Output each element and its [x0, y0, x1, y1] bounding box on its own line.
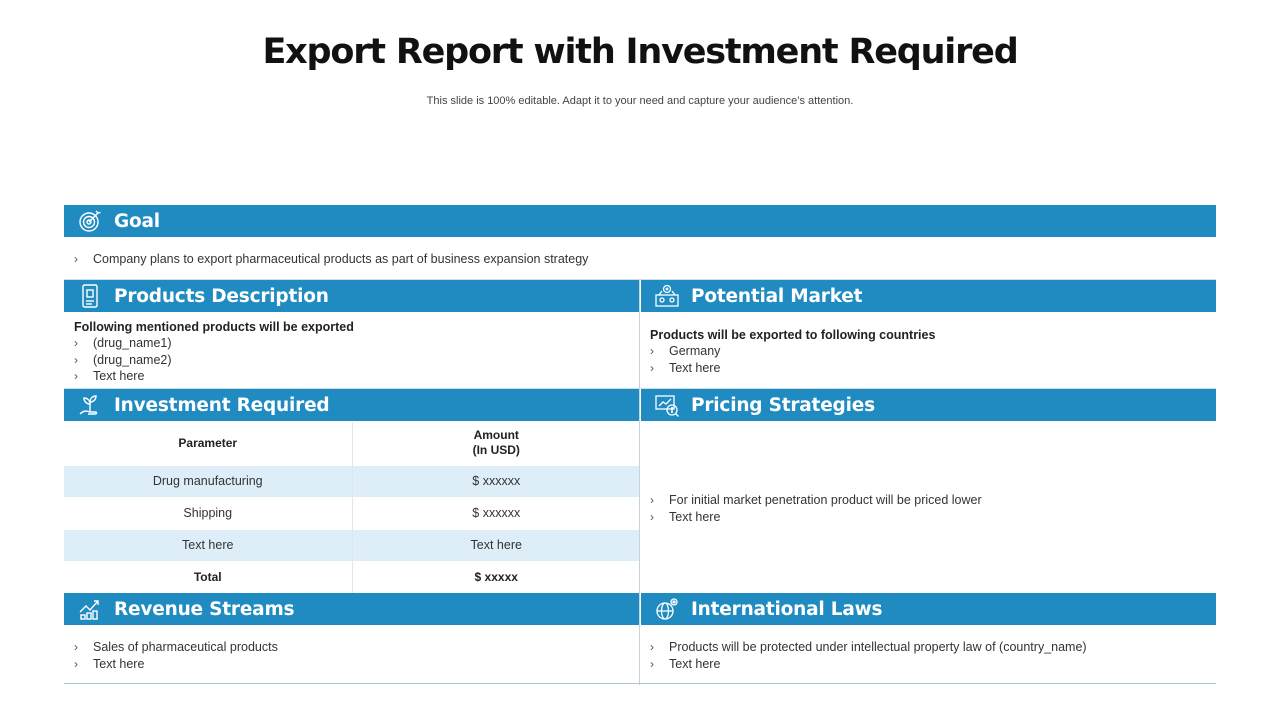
divider — [64, 388, 1216, 389]
market-icon — [647, 280, 687, 312]
investment-table: Parameter Amount (In USD) Drug manufactu… — [64, 422, 640, 593]
globe-gear-icon — [647, 593, 687, 625]
list-item: › (drug_name1) — [74, 336, 172, 350]
table-cell: $ xxxxx — [474, 570, 518, 584]
table-cell: Drug manufacturing — [64, 464, 353, 497]
pricing-heading: Pricing Strategies — [691, 394, 875, 416]
table-row: Shipping $ xxxxxx — [64, 496, 640, 529]
bottom-border — [64, 683, 1216, 684]
chevron-right-icon: › — [74, 252, 78, 266]
market-heading: Potential Market — [691, 285, 863, 307]
page-title: Export Report with Investment Required — [262, 32, 1018, 72]
plant-coin-icon — [70, 389, 110, 421]
pricing-header: Pricing Strategies — [641, 389, 1216, 421]
list-item: › Text here — [650, 656, 721, 671]
chevron-right-icon: › — [74, 640, 78, 654]
chevron-right-icon: › — [650, 509, 654, 524]
growth-chart-icon — [70, 593, 110, 625]
products-header: Products Description — [64, 280, 639, 312]
target-icon — [70, 205, 110, 237]
chevron-right-icon: › — [650, 360, 654, 375]
chevron-right-icon: › — [74, 369, 78, 383]
market-content: Products will be exported to following c… — [650, 327, 1200, 376]
chevron-right-icon: › — [74, 352, 78, 367]
table-cell: $ xxxxxx — [352, 496, 640, 529]
products-content: Following mentioned products will be exp… — [74, 319, 624, 385]
investment-header: Investment Required — [64, 389, 639, 421]
revenue-header: Revenue Streams — [64, 593, 639, 625]
chevron-right-icon: › — [650, 344, 654, 358]
list-item: › Sales of pharmaceutical products — [74, 640, 278, 654]
column-header-parameter: Parameter — [64, 422, 353, 465]
chevron-right-icon: › — [650, 493, 654, 507]
table-cell: Total — [64, 561, 353, 593]
table-row: Drug manufacturing $ xxxxxx — [64, 464, 640, 497]
table-cell: Shipping — [64, 496, 353, 529]
list-item: › Text here — [74, 656, 145, 671]
list-item: › Products will be protected under intell… — [650, 640, 1087, 654]
chevron-right-icon: › — [74, 656, 78, 671]
laws-content: › Products will be protected under intell… — [650, 639, 1210, 672]
list-item: › Germany — [650, 344, 721, 358]
table-row: Text here Text here — [64, 528, 640, 561]
investment-heading: Investment Required — [114, 394, 330, 416]
market-lead: Products will be exported to following c… — [650, 328, 936, 342]
laws-header: International Laws — [641, 593, 1216, 625]
revenue-content: › Sales of pharmaceutical products › Text … — [74, 639, 624, 672]
document-icon — [70, 280, 110, 312]
pricing-icon — [647, 389, 687, 421]
goal-heading: Goal — [114, 210, 160, 232]
table-cell: Text here — [352, 528, 640, 561]
list-item: › Text here — [650, 509, 721, 524]
column-divider — [639, 280, 640, 685]
revenue-heading: Revenue Streams — [114, 598, 295, 620]
goal-header: Goal — [64, 205, 1216, 237]
list-item: › (drug_name2) — [74, 352, 172, 367]
products-lead: Following mentioned products will be exp… — [74, 320, 354, 334]
divider — [64, 279, 1216, 280]
pricing-content: › For initial market penetration product … — [650, 492, 1200, 525]
table-header-row: Parameter Amount (In USD) — [64, 422, 640, 465]
list-item: › For initial market penetration product … — [650, 493, 982, 507]
table-cell: $ xxxxxx — [352, 464, 640, 497]
chevron-right-icon: › — [650, 640, 654, 654]
goal-content: › Company plans to export pharmaceutical … — [74, 251, 1204, 268]
table-cell: Text here — [64, 528, 353, 561]
page-subtitle: This slide is 100% editable. Adapt it to… — [426, 95, 854, 107]
products-heading: Products Description — [114, 285, 329, 307]
chevron-right-icon: › — [74, 336, 78, 350]
list-item: › Company plans to export pharmaceutical … — [74, 252, 589, 266]
list-item: › Text here — [74, 369, 145, 383]
table-total-row: Total $ xxxxx — [64, 561, 640, 593]
list-item: › Text here — [650, 360, 721, 375]
market-header: Potential Market — [641, 280, 1216, 312]
laws-heading: International Laws — [691, 598, 883, 620]
report-panel: Goal › Company plans to export pharmaceut… — [64, 205, 1216, 685]
chevron-right-icon: › — [650, 656, 654, 671]
column-header-amount: Amount (In USD) — [472, 428, 520, 458]
